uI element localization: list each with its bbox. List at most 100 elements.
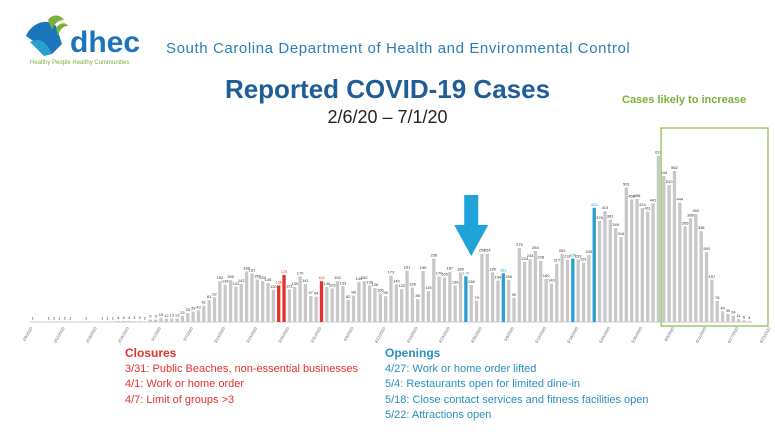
data-label: 39 — [191, 306, 196, 311]
bar — [255, 279, 259, 322]
bar — [346, 299, 350, 322]
data-label: 157 — [709, 274, 716, 279]
data-label: 187 — [446, 266, 453, 271]
data-label: 185 — [489, 266, 496, 271]
bar — [501, 273, 505, 322]
x-tick-label: 6/11/2020 — [694, 325, 707, 343]
data-label: 78 — [715, 295, 720, 300]
bar — [533, 251, 538, 322]
bar — [448, 271, 452, 322]
bar — [196, 310, 201, 322]
x-tick-label: 4/30/2020 — [470, 325, 484, 344]
closure-item: 4/1: Work or home order — [125, 378, 245, 390]
data-label: 158 — [254, 274, 261, 279]
bar — [587, 255, 591, 322]
data-label: 413 — [602, 205, 609, 210]
bar — [400, 289, 404, 322]
x-tick-label: 3/1/2020 — [150, 325, 163, 342]
data-label: 92 — [212, 291, 217, 296]
bar — [293, 287, 297, 322]
data-label: 106 — [377, 288, 384, 293]
data-label: 96 — [383, 290, 388, 295]
data-label: 85 — [416, 293, 421, 298]
bar — [218, 281, 222, 322]
data-label: 217 — [553, 258, 560, 263]
bar — [421, 270, 425, 322]
bar — [549, 283, 554, 322]
data-label: 456 — [628, 193, 635, 198]
data-label: 338 — [698, 225, 705, 230]
bar — [250, 273, 254, 322]
bar — [704, 252, 709, 322]
bar — [378, 293, 382, 322]
bar — [453, 285, 457, 322]
data-label: 544 — [660, 170, 667, 175]
bar — [410, 287, 415, 322]
x-tick-label: 3/31/2020 — [309, 325, 323, 344]
bar — [63, 321, 67, 322]
bar — [667, 184, 671, 322]
bar — [517, 248, 522, 322]
data-label: 152 — [361, 275, 368, 280]
bar — [571, 258, 575, 322]
bar — [132, 321, 136, 322]
data-label: 249 — [586, 249, 593, 254]
data-label: 141 — [302, 278, 309, 283]
data-label: 13 — [169, 313, 174, 318]
data-label: 33 — [186, 307, 191, 312]
bar — [303, 284, 308, 322]
x-tick-label: 6/17/2020 — [726, 325, 740, 344]
bar — [373, 288, 377, 322]
x-tick-label: 5/24/2020 — [598, 325, 612, 344]
bar — [127, 320, 131, 322]
bar — [383, 296, 388, 322]
bar — [271, 289, 275, 322]
data-label: 170 — [297, 270, 304, 275]
bar — [228, 280, 233, 322]
data-label: 233 — [575, 253, 582, 258]
bar — [341, 286, 345, 322]
bar — [731, 315, 735, 322]
data-label: 40 — [720, 305, 725, 310]
x-tick-label: 6/5/2020 — [663, 325, 676, 342]
bar — [560, 254, 564, 322]
data-label: 9 — [149, 314, 152, 319]
bar — [405, 270, 409, 322]
data-label: 128 — [409, 282, 416, 287]
data-label: 115 — [425, 285, 432, 290]
bar — [116, 320, 120, 322]
bar — [389, 275, 393, 322]
data-label: 264 — [532, 245, 539, 250]
likely-increase-box — [660, 127, 769, 327]
data-label: 4 — [117, 315, 120, 320]
bar — [474, 300, 479, 322]
data-label: 79 — [474, 295, 479, 300]
data-label: 12 — [164, 313, 169, 318]
bar — [159, 317, 163, 322]
data-label: 425 — [591, 202, 598, 207]
data-label: 188 — [243, 265, 250, 270]
data-label: 122 — [398, 283, 405, 288]
x-tick-label: 4/12/2020 — [373, 325, 387, 344]
x-tick-label: 5/18/2020 — [566, 325, 580, 344]
bar — [736, 319, 741, 322]
data-label: 152 — [217, 275, 224, 280]
bar — [581, 262, 586, 322]
bar — [646, 211, 650, 322]
data-label: 234 — [527, 253, 534, 258]
data-label: 2 — [53, 315, 56, 320]
bar — [699, 231, 703, 322]
bar — [603, 211, 607, 322]
data-label: 138 — [468, 279, 475, 284]
data-label: 15 — [159, 312, 164, 317]
opening-item: 5/22: Attractions open — [385, 409, 492, 421]
data-label: 1 — [69, 316, 72, 321]
bar — [367, 285, 372, 322]
bar — [742, 320, 746, 322]
data-label: 1 — [48, 316, 51, 321]
data-label: 90 — [512, 292, 517, 297]
data-label: 275 — [516, 242, 523, 247]
data-label: 130 — [323, 281, 330, 286]
bar — [613, 228, 618, 322]
data-label: 1 — [85, 316, 88, 321]
